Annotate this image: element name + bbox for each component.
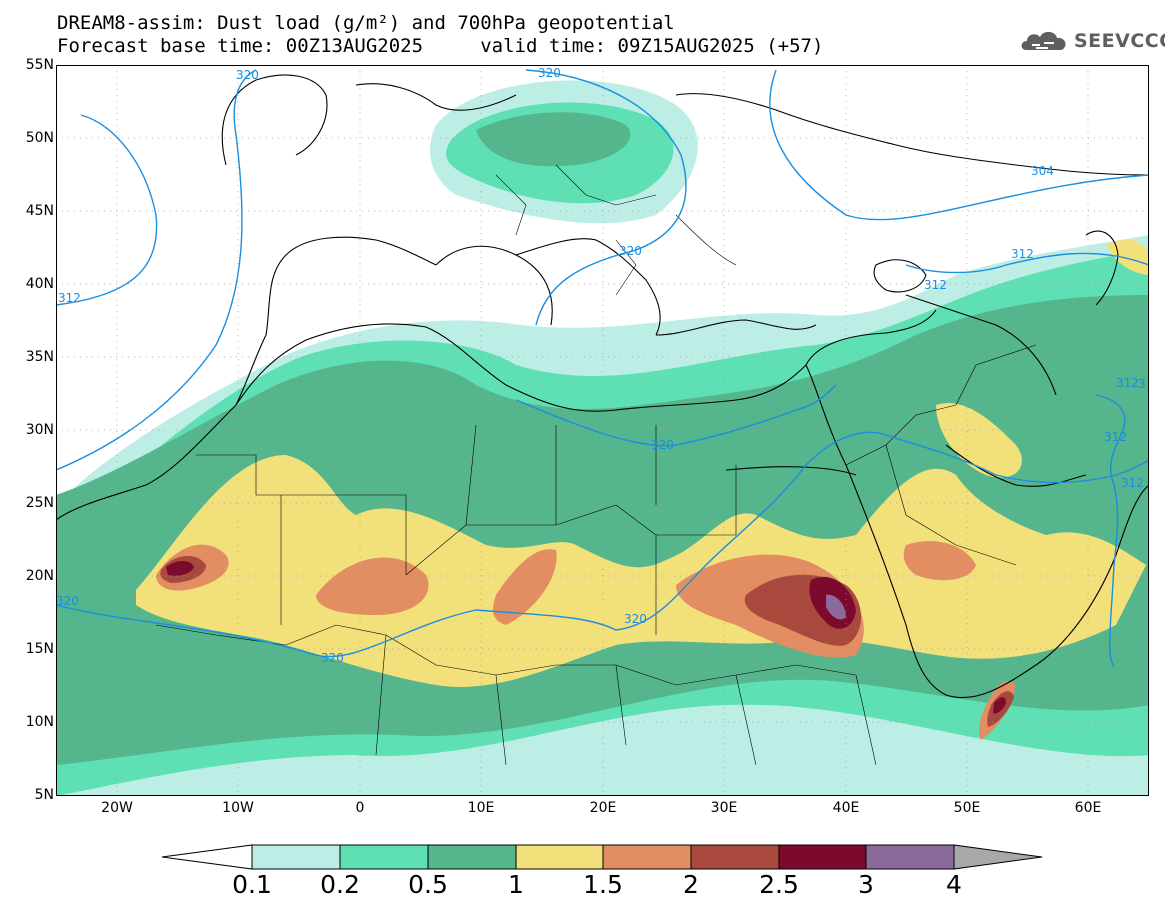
contour-label: 312 xyxy=(58,291,81,305)
colorbar-label: 2 xyxy=(683,870,699,899)
contour-label: 320 xyxy=(619,244,642,258)
colorbar-label: 3 xyxy=(858,870,874,899)
colorbar-label: 4 xyxy=(946,870,962,899)
dust-europe-dark-green xyxy=(476,112,631,167)
lon-label: 10E xyxy=(467,800,495,816)
contour-label: 312 xyxy=(924,278,947,292)
contour-label: 320 xyxy=(236,68,259,82)
lat-label: 30N xyxy=(25,422,54,438)
lat-label: 10N xyxy=(25,714,54,730)
contour-label: 3 xyxy=(1138,377,1146,391)
contour-label: 312 xyxy=(1011,247,1034,261)
lat-label: 25N xyxy=(25,495,54,511)
lat-label: 20N xyxy=(25,568,54,584)
lon-label: 20W xyxy=(101,800,133,816)
lon-label: 40E xyxy=(832,800,860,816)
colorbar-label: 0.5 xyxy=(408,870,448,899)
contour-label: 304 xyxy=(1031,164,1054,178)
lon-label: 50E xyxy=(953,800,981,816)
lat-label: 50N xyxy=(25,130,54,146)
contour-label: 312 xyxy=(1116,376,1139,390)
coastlines xyxy=(56,74,1149,699)
colorbar xyxy=(161,844,1043,870)
lon-label: 0 xyxy=(355,800,365,816)
chart-title-line-2: Forecast base time: 00Z13AUG2025 valid t… xyxy=(57,35,824,57)
dust-load-map: 320 320 304 312 312 312 320 320 320 312 … xyxy=(56,65,1149,796)
colorbar-segment-8 xyxy=(865,844,955,870)
colorbar-segment-6 xyxy=(690,844,780,870)
lat-label: 45N xyxy=(25,203,54,219)
colorbar-segment-3 xyxy=(427,844,517,870)
dust-band-yellow xyxy=(136,455,1146,687)
contour-label: 320 xyxy=(321,651,344,665)
lon-label: 60E xyxy=(1074,800,1102,816)
lat-label: 40N xyxy=(25,276,54,292)
colorbar-label: 1 xyxy=(508,870,524,899)
dust-orange-arabia xyxy=(903,541,976,581)
map-grid xyxy=(56,65,1149,796)
lon-label: 30E xyxy=(710,800,738,816)
country-borders xyxy=(155,164,1037,766)
colorbar-segment-above-max xyxy=(953,844,1043,870)
colorbar-segment-2 xyxy=(339,844,429,870)
dust-orange-mali xyxy=(316,557,429,615)
logo-text: SEEVCCC xyxy=(1074,30,1165,52)
lat-label: 35N xyxy=(25,349,54,365)
contour-label: 320 xyxy=(56,594,79,608)
colorbar-segment-1 xyxy=(251,844,341,870)
colorbar-label: 2.5 xyxy=(759,870,799,899)
seevccc-logo: SEEVCCC xyxy=(1018,26,1165,56)
cloud-logo-icon xyxy=(1021,31,1066,50)
contour-label: 320 xyxy=(651,438,674,452)
lon-label: 10W xyxy=(222,800,254,816)
contour-labels: 320 320 304 312 312 312 320 320 320 312 … xyxy=(56,66,1146,626)
dust-orange-chad xyxy=(493,549,557,625)
lat-label: 15N xyxy=(25,641,54,657)
contour-label: 312 xyxy=(1121,476,1144,490)
contour-label: 320 xyxy=(538,66,561,80)
colorbar-label: 0.1 xyxy=(232,870,272,899)
colorbar-segment-7 xyxy=(778,844,867,870)
dust-purple-sudan xyxy=(826,594,846,620)
lat-label: 55N xyxy=(25,57,54,73)
dust-iran-yellow xyxy=(936,403,1022,478)
chart-title-line-1: DREAM8-assim: Dust load (g/m²) and 700hP… xyxy=(57,12,675,34)
colorbar-segment-5 xyxy=(602,844,692,870)
dust-maroon-west xyxy=(166,561,194,576)
contour-label: 320 xyxy=(624,612,647,626)
colorbar-segment-below-min xyxy=(161,844,253,870)
dust-maroon-somalia xyxy=(993,697,1006,714)
colorbar-label: 1.5 xyxy=(583,870,623,899)
colorbar-label: 0.2 xyxy=(320,870,360,899)
colorbar-segment-4 xyxy=(515,844,604,870)
lat-label: 5N xyxy=(34,787,54,803)
lon-label: 20E xyxy=(589,800,617,816)
contour-label: 312 xyxy=(1104,430,1127,444)
geopotential-contours xyxy=(56,69,1149,668)
